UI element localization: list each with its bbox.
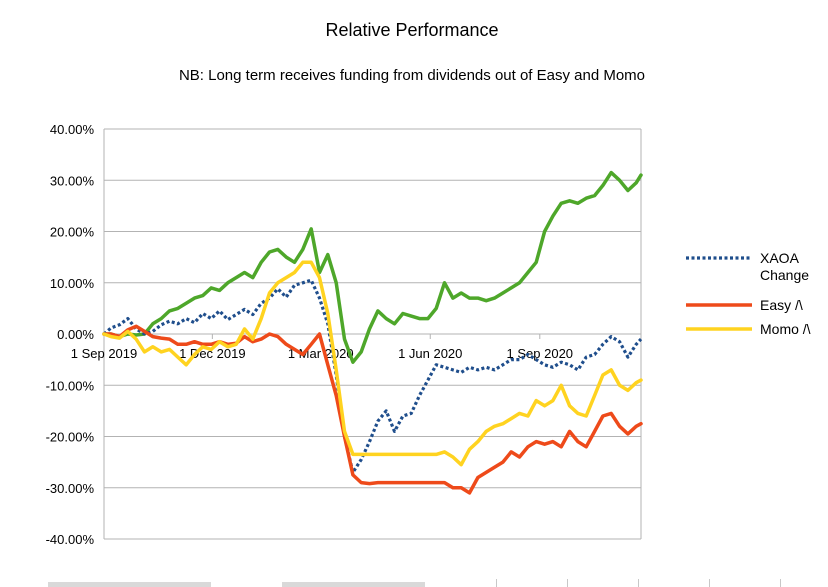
- y-tick-label: 0.00%: [57, 327, 94, 342]
- chart-subtitle: NB: Long term receives funding from divi…: [179, 67, 645, 84]
- y-tick-label: 10.00%: [50, 276, 95, 291]
- legend-label: Easy /\: [760, 297, 803, 313]
- y-tick-label: 30.00%: [50, 173, 95, 188]
- legend-label: XAOA: [760, 250, 800, 266]
- series-line-unlabeled: [102, 170, 643, 364]
- series-line-momo: [102, 260, 643, 467]
- y-tick-label: -10.00%: [46, 378, 95, 393]
- x-tick-label: 1 Mar 2020: [288, 346, 354, 361]
- plot-area: 40.00% 30.00% 20.00% 10.00% 0.00% -10.00% -20.…: [46, 122, 643, 547]
- x-tick-label: 1 Dec 2019: [179, 346, 246, 361]
- legend-label: Momo /\: [760, 321, 811, 337]
- y-tick-label: 40.00%: [50, 122, 95, 137]
- x-tick-label: 1 Jun 2020: [398, 346, 462, 361]
- y-tick-label: -30.00%: [46, 481, 95, 496]
- strip-divider: [709, 579, 710, 587]
- bottom-scroll-strip: [0, 579, 828, 587]
- legend-label: Change: [760, 267, 809, 283]
- y-tick-label: -40.00%: [46, 532, 95, 547]
- chart-title: Relative Performance: [325, 20, 498, 40]
- strip-divider: [638, 579, 639, 587]
- sheet-tab-block: [48, 582, 211, 587]
- series-line-easy: [102, 324, 643, 495]
- strip-divider: [496, 579, 497, 587]
- y-tick-label: 20.00%: [50, 225, 95, 240]
- x-tick-label: 1 Sep 2019: [71, 346, 138, 361]
- sheet-tab-block: [282, 582, 425, 587]
- series-line-xaoa-change: [102, 278, 643, 474]
- strip-divider: [567, 579, 568, 587]
- strip-divider: [780, 579, 781, 587]
- y-tick-label: -20.00%: [46, 430, 95, 445]
